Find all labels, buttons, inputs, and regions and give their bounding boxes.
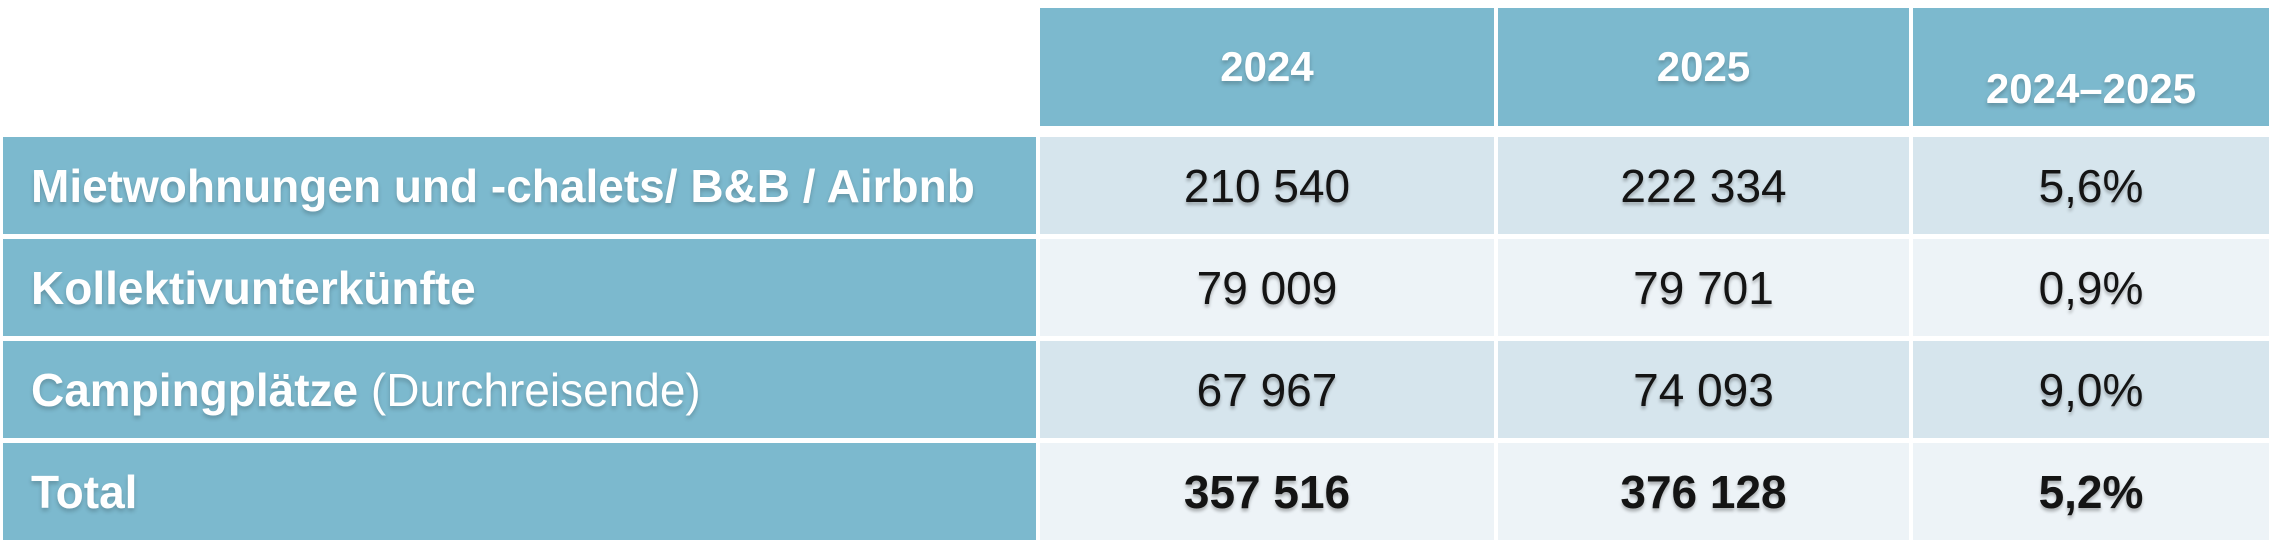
value-kollektiv-2024: 79 009	[1040, 239, 1494, 336]
header-label-2025: 2025	[1656, 43, 1751, 90]
row-label-mietwohnungen: Mietwohnungen und -chalets/ B&B / Airbnb	[3, 137, 1036, 234]
header-cell-2025: 2025	[1498, 8, 1909, 126]
value-kollektiv-2025: 79 701	[1498, 239, 1909, 336]
row-label-campingplaetze: Campingplätze (Durchreisende)	[3, 341, 1036, 438]
value-mietwohnungen-change: 5,6%	[1913, 137, 2269, 234]
value-mietwohnungen-2024: 210 540	[1040, 137, 1494, 234]
value-total-2025: 376 128	[1498, 443, 1909, 540]
value-total-change: 5,2%	[1913, 443, 2269, 540]
header-cell-empty	[3, 8, 1036, 126]
value-mietwohnungen-2025: 222 334	[1498, 137, 1909, 234]
row-label-regular: (Durchreisende)	[358, 363, 701, 416]
header-cell-2024: 2024	[1040, 8, 1494, 126]
header-cell-2024-2025: 2024–2025	[1913, 8, 2269, 126]
value-camping-2024: 67 967	[1040, 341, 1494, 438]
value-kollektiv-change: 0,9%	[1913, 239, 2269, 336]
table-header-row: 2024 2025 2024–2025	[3, 8, 2270, 126]
header-label-2024-2025: 2024–2025	[1985, 65, 2197, 112]
header-label-2024: 2024	[1220, 43, 1314, 90]
table-row-total: Total 357 516 376 128 5,2%	[3, 443, 2270, 540]
table-row-kollektivunterkuenfte: Kollektivunterkünfte 79 009 79 701 0,9%	[3, 239, 2270, 336]
table-row-campingplaetze: Campingplätze (Durchreisende) 67 967 74 …	[3, 341, 2270, 438]
value-total-2024: 357 516	[1040, 443, 1494, 540]
value-camping-change: 9,0%	[1913, 341, 2269, 438]
row-label-bold: Total	[31, 465, 138, 518]
row-label-bold: Kollektivunterkünfte	[31, 261, 476, 314]
row-label-kollektivunterkuenfte: Kollektivunterkünfte	[3, 239, 1036, 336]
row-label-bold: Campingplätze	[31, 363, 359, 416]
value-camping-2025: 74 093	[1498, 341, 1909, 438]
row-label-bold: Mietwohnungen und -chalets/ B&B / Airbnb	[31, 159, 975, 212]
table-row-mietwohnungen: Mietwohnungen und -chalets/ B&B / Airbnb…	[3, 137, 2270, 234]
row-label-total: Total	[3, 443, 1036, 540]
